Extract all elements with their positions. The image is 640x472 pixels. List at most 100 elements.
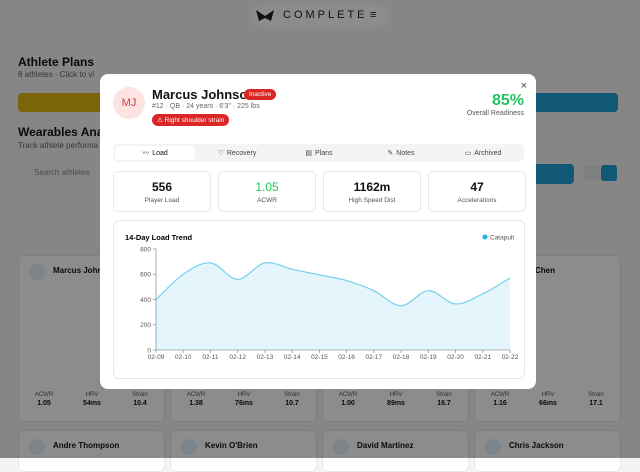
injury-badge: ⚠ Right shoulder strain — [152, 114, 230, 126]
stat-label: Strain — [436, 392, 452, 398]
avatar — [29, 264, 45, 280]
stat: Strain 10.4 — [120, 392, 160, 407]
legend-label: Catapult — [490, 235, 514, 242]
tab[interactable]: ✎ Notes — [361, 146, 441, 160]
avatar — [181, 439, 197, 455]
section-subtitle: Track athlete performa — [18, 141, 99, 150]
stat-box: 1.05 ACWR — [218, 171, 316, 212]
readiness-label: Overall Readiness — [466, 110, 524, 117]
button[interactable] — [18, 93, 108, 112]
y-tick-label: 600 — [140, 272, 151, 279]
stat-value: 10.7 — [285, 400, 299, 407]
stat: HRV 76ms — [224, 392, 264, 407]
x-tick-label: 02-15 — [311, 354, 328, 361]
stat-label: Strain — [132, 392, 148, 398]
view-toggle[interactable] — [584, 165, 600, 181]
close-button[interactable]: × — [520, 80, 527, 92]
tab-label: Recovery — [226, 149, 257, 157]
legend-marker — [482, 234, 488, 240]
stat-label: ACWR — [490, 392, 510, 398]
stat: HRV 54ms — [72, 392, 112, 407]
stat-value: 1162m — [353, 180, 391, 194]
section-title: Athlete Plans — [18, 55, 95, 69]
line — [155, 261, 511, 307]
stat-value: 54ms — [83, 400, 101, 407]
y-tick-label: 0 — [147, 347, 151, 354]
chart-card: 14-Day Load Trend Catapult 0 200 400 600 800 02… — [113, 220, 525, 379]
stat: ACWR 1.16 — [480, 392, 520, 407]
x-tick-label: 02-13 — [257, 354, 274, 361]
tab-label: Archived — [474, 149, 502, 157]
view-toggle[interactable] — [601, 165, 617, 181]
search-input[interactable]: Search athletes — [34, 168, 90, 177]
x-tick-label: 02-12 — [229, 354, 246, 361]
stat: ACWR 1.00 — [328, 392, 368, 407]
button[interactable] — [530, 164, 574, 184]
status-badge: Inactive — [244, 89, 277, 100]
x-tick-label: 02-20 — [447, 354, 464, 361]
stat-box: 556 Player Load — [113, 171, 211, 212]
tab[interactable]: ♡ Recovery — [197, 146, 277, 160]
y-tick-label: 200 — [140, 322, 151, 329]
x-tick-label: 02-21 — [474, 354, 491, 361]
injury-text: Right shoulder strain — [164, 117, 225, 124]
stat-label: ACWR — [34, 392, 54, 398]
avatar — [29, 439, 45, 455]
tab-label: Load — [152, 149, 168, 157]
tab-icon: 〰 — [142, 150, 150, 157]
tab[interactable]: ▭ Archived — [443, 146, 523, 160]
menu-icon[interactable]: ≡ — [370, 9, 377, 21]
chart-title: 14-Day Load Trend — [125, 233, 193, 242]
avatar: MJ — [113, 87, 145, 119]
y-tick-label: 800 — [140, 246, 151, 253]
stat: HRV 66ms — [528, 392, 568, 407]
stat: HRV 89ms — [376, 392, 416, 407]
athlete-name: Chen — [535, 266, 555, 275]
tab-label: Plans — [315, 149, 333, 157]
x-tick-label: 02-22 — [502, 354, 519, 361]
x-tick-label: 02-10 — [175, 354, 192, 361]
stat-value: 1.00 — [341, 400, 355, 407]
stat-value: 16.7 — [437, 400, 451, 407]
area — [156, 262, 510, 350]
stat-value: 10.4 — [133, 400, 147, 407]
stat: Strain 17.1 — [576, 392, 616, 407]
x-tick-label: 02-17 — [366, 354, 383, 361]
stat: ACWR 1.05 — [24, 392, 64, 407]
y-tick-label: 400 — [140, 297, 151, 304]
stat-value: 1.05 — [37, 400, 51, 407]
stat-label: Strain — [588, 392, 604, 398]
athlete-name: Marcus Johnson — [152, 87, 256, 102]
stat-label: HRV — [85, 392, 99, 398]
logo — [256, 10, 274, 21]
athlete-name: Andre Thompson — [53, 441, 120, 450]
stat-label: High Speed Dist — [348, 197, 396, 204]
stat-value: 47 — [470, 180, 484, 194]
stat-value: 556 — [151, 180, 173, 194]
readiness-value: 85% — [491, 92, 524, 109]
brand: COMPLETE — [283, 9, 368, 21]
stat-value: 76ms — [235, 400, 253, 407]
athlete-meta: #12 · QB · 24 years · 6'3" · 225 lbs — [152, 103, 260, 110]
section-subtitle: 8 athletes · Click to vi — [18, 70, 95, 79]
athlete-modal: MJ Marcus Johnson Inactive #12 · QB · 24… — [100, 74, 536, 389]
x-tick-label: 02-09 — [148, 354, 165, 361]
athlete-name: David Martinez — [357, 441, 414, 450]
tab-label: Notes — [396, 149, 415, 157]
x-tick-label: 02-19 — [420, 354, 437, 361]
x-tick-label: 02-16 — [338, 354, 355, 361]
top-bar — [250, 4, 390, 28]
tab-icon: ▤ — [305, 150, 313, 157]
stat-box: 47 Accelerations — [428, 171, 526, 212]
stat: Strain 16.7 — [424, 392, 464, 407]
athlete-name: Chris Jackson — [509, 441, 564, 450]
button[interactable] — [530, 93, 618, 112]
x-tick-label: 02-11 — [202, 354, 219, 361]
stat-value: 66ms — [539, 400, 557, 407]
tab[interactable]: 〰 Load — [115, 146, 195, 160]
stat-label: HRV — [237, 392, 251, 398]
stat-box: 1162m High Speed Dist — [323, 171, 421, 212]
stat-label: Player Load — [144, 197, 180, 204]
stat-label: ACWR — [186, 392, 206, 398]
tab[interactable]: ▤ Plans — [279, 146, 359, 160]
